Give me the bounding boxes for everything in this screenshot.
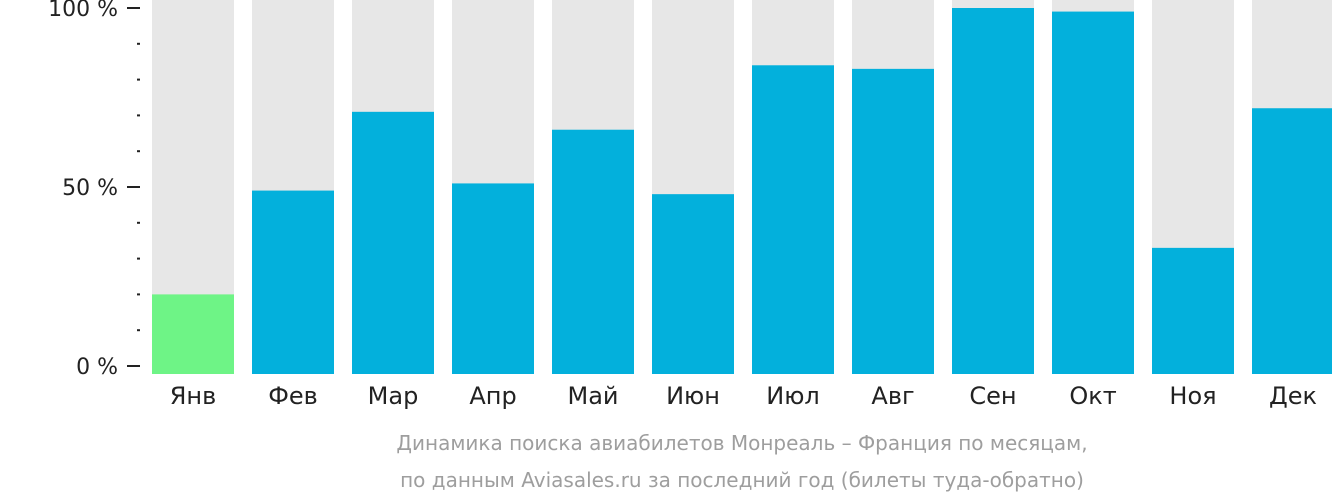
bar-3 [352, 111, 434, 374]
x-tick-label-12: Дек [1269, 382, 1317, 410]
bar-chart-svg: Янв Фев Мар Апр Май Июн Июл Авг Сен Окт Ноя Дек 0 % 5… [48, 0, 1332, 410]
x-tick-label-1: Янв [170, 382, 217, 410]
bar-6 [652, 194, 734, 374]
x-tick-label-9: Сен [969, 382, 1016, 410]
bar-8 [852, 68, 934, 375]
bar-7 [752, 65, 834, 374]
x-tick-label-4: Апр [469, 382, 516, 410]
bar-5 [552, 129, 634, 374]
bar-9 [952, 8, 1034, 374]
bar-10 [1052, 11, 1134, 375]
bar-1 [152, 294, 234, 374]
x-tick-label-2: Фев [268, 382, 318, 410]
bar-2 [252, 190, 334, 374]
x-tick-label-7: Июл [766, 382, 820, 410]
x-tick-label-5: Май [567, 382, 618, 410]
bar-4 [452, 183, 534, 374]
chart-caption-line-1: Динамика поиска авиабилетов Монреаль – Ф… [396, 431, 1088, 455]
x-tick-label-10: Окт [1069, 382, 1116, 410]
chart-caption-line-2: по данным Aviasales.ru за последний год … [400, 468, 1084, 492]
y-tick-label-0: 0 % [76, 355, 118, 380]
y-tick-label-50: 50 % [62, 176, 118, 201]
bar-12 [1252, 108, 1332, 375]
x-tick-label-3: Мар [368, 382, 419, 410]
x-tick-label-11: Ноя [1169, 382, 1216, 410]
x-tick-label-6: Июн [666, 382, 720, 410]
y-tick-label-100: 100 % [48, 0, 118, 22]
bar-11 [1152, 247, 1234, 374]
x-tick-label-8: Авг [871, 382, 914, 410]
